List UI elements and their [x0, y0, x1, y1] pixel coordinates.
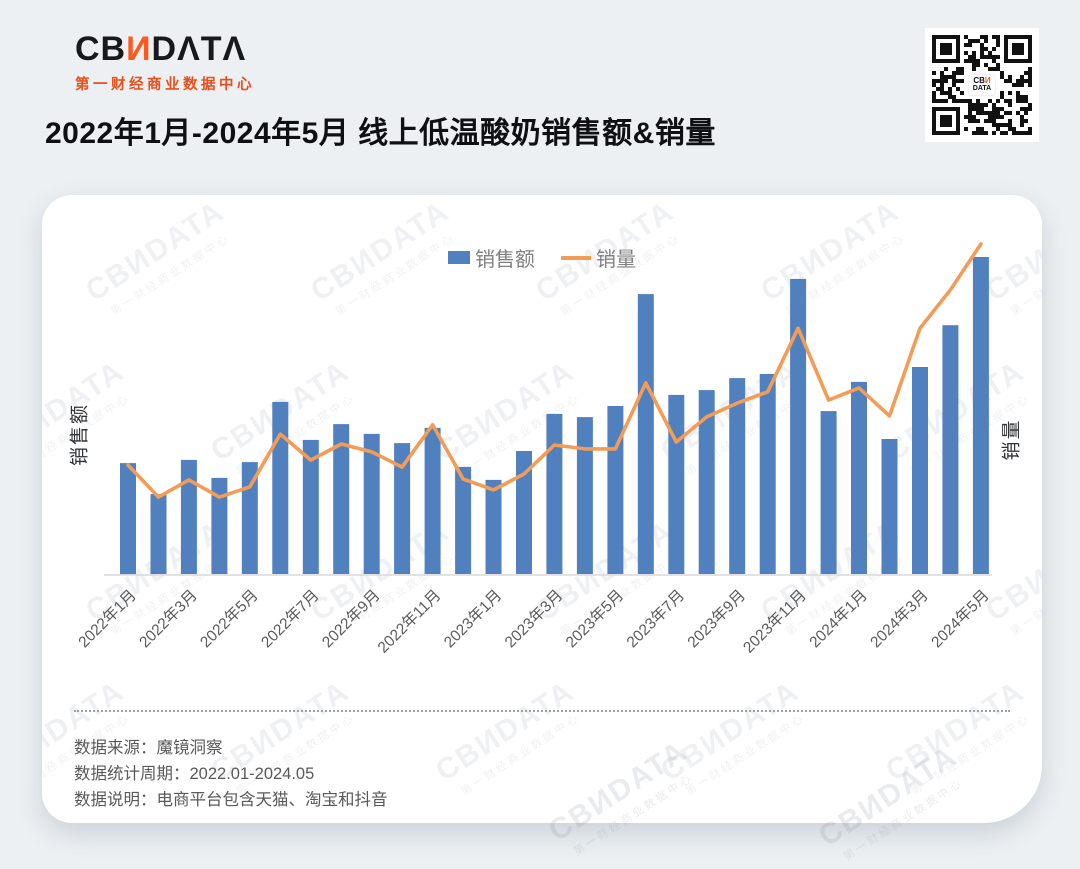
bar-2024年3月: [912, 367, 928, 574]
x-tick-label: 2023年11月: [740, 586, 810, 656]
qr-pattern: [932, 35, 1032, 135]
x-tick-label: 2023年9月: [684, 586, 749, 651]
bar-2023年7月: [668, 394, 685, 574]
bar-2022年11月: [424, 427, 441, 574]
bar-2022年9月: [363, 433, 380, 574]
cbndata-logo: CBИDΛTΛ 第一财经商业数据中心: [75, 32, 255, 94]
x-tick-label: 2023年1月: [440, 586, 505, 651]
legend-sales-label: 销售额: [475, 249, 535, 271]
x-tick-label: 2022年1月: [75, 586, 140, 651]
footer-source: 数据来源：魔镜洞察: [74, 739, 223, 757]
x-tick-label: 2024年5月: [928, 586, 993, 651]
volume-line-swatch-icon: [561, 255, 591, 260]
bar-2022年8月: [333, 424, 350, 574]
logo-subtitle: 第一财经商业数据中心: [75, 77, 255, 93]
footer-period: 数据统计周期：2022.01-2024.05: [74, 765, 315, 783]
volume-line: [126, 242, 983, 499]
x-tick-label: 2022年9月: [318, 586, 383, 651]
bar-2023年8月: [698, 390, 715, 574]
footer-notes: 数据来源：魔镜洞察 数据统计周期：2022.01-2024.05 数据说明：电商…: [74, 735, 388, 813]
x-tick-label: 2022年5月: [197, 586, 262, 651]
page-title: 2022年1月-2024年5月 线上低温酸奶销售额&销量: [45, 117, 716, 150]
bar-2024年1月: [851, 381, 867, 574]
bar-2023年3月: [546, 413, 563, 574]
bar-2023年4月: [576, 417, 593, 574]
bar-2022年10月: [394, 443, 411, 574]
bar-2024年5月: [972, 257, 989, 574]
bar-2024年4月: [942, 325, 959, 574]
bar-2023年9月: [729, 378, 746, 574]
x-tick-label: 2023年3月: [501, 586, 566, 651]
qr-center-logo: CBИ DATA: [967, 74, 997, 96]
bar-2022年4月: [211, 477, 228, 574]
x-tick-label: 2023年5月: [562, 586, 627, 651]
x-tick-label: 2023年7月: [623, 586, 688, 651]
logo-wordmark: CBИDΛTΛ: [75, 30, 247, 68]
chart-card: CBИDATA 第一财经商业数据中心 CBИDATA 第一财经商业数据中心 CBИDAT…: [42, 195, 1042, 823]
bar-2023年10月: [759, 374, 776, 574]
bar-2022年7月: [302, 439, 319, 574]
x-tick-label: 2024年1月: [806, 586, 871, 651]
chart-legend: 销售额 销量: [42, 243, 1042, 272]
logo-orange-n: И: [126, 30, 152, 68]
combo-chart: 2022年1月2022年3月2022年5月2022年7月2022年9月2022年…: [75, 242, 993, 657]
bar-2022年3月: [180, 459, 197, 574]
bar-2023年11月: [790, 278, 807, 574]
sales-swatch-icon: [448, 251, 470, 264]
bar-2023年2月: [516, 451, 532, 574]
bar-2022年6月: [272, 401, 289, 574]
bar-2022年2月: [150, 494, 167, 574]
bar-2024年2月: [881, 439, 898, 574]
dotted-divider: [74, 710, 1010, 712]
bar-2023年12月: [820, 411, 837, 574]
legend-volume-label: 销量: [596, 249, 636, 271]
legend-item-volume: 销量: [561, 243, 636, 272]
bar-2022年1月: [120, 463, 136, 575]
qr-code: CBИ DATA: [925, 28, 1039, 142]
x-tick-label: 2022年7月: [257, 586, 322, 651]
x-tick-label: 2024年3月: [867, 586, 932, 651]
bar-2023年1月: [485, 479, 502, 574]
bar-2023年6月: [637, 294, 654, 574]
bar-2022年12月: [455, 466, 472, 574]
x-tick-label: 2022年3月: [136, 586, 201, 651]
x-tick-label: 2022年11月: [374, 586, 444, 656]
footer-note: 数据说明：电商平台包含天猫、淘宝和抖音: [74, 791, 388, 809]
legend-item-sales: 销售额: [448, 243, 535, 272]
bar-2023年5月: [607, 406, 624, 574]
